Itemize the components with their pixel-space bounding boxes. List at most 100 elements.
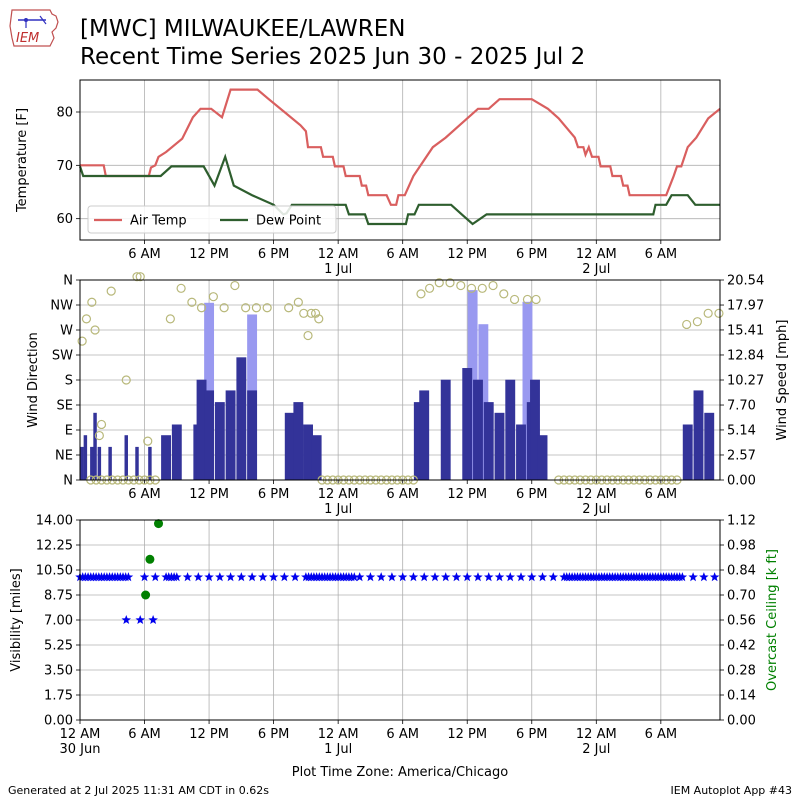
wind-speed-bar bbox=[440, 379, 451, 480]
vis-ytick-label: 12.25 bbox=[36, 539, 73, 554]
wind-dir-point bbox=[143, 436, 153, 446]
wind-gust-bar bbox=[478, 324, 489, 480]
wind-dir-point bbox=[165, 314, 175, 324]
visibility-point bbox=[527, 572, 537, 582]
visibility-point bbox=[123, 572, 134, 582]
wind-dir-point bbox=[230, 280, 240, 291]
wind-speed-bar bbox=[530, 379, 540, 480]
visibility-point bbox=[494, 572, 505, 582]
wind-speed-bar bbox=[124, 435, 128, 480]
visibility-point bbox=[441, 572, 451, 582]
wind-xtick-label: 12 AM 1 Jul bbox=[318, 487, 359, 517]
wind-dir-point bbox=[87, 297, 97, 307]
page-title: [MWC] MILWAUKEE/LAWREN bbox=[80, 16, 406, 42]
wind-xtick-label: 12 AM 2 Jul bbox=[576, 487, 617, 517]
wind-speed-bar bbox=[93, 412, 97, 480]
wind-dir-point bbox=[208, 292, 218, 302]
visibility-point bbox=[688, 572, 698, 582]
visibility-point bbox=[150, 572, 160, 582]
page-subtitle: Recent Time Series 2025 Jun 30 - 2025 Ju… bbox=[80, 44, 586, 70]
visibility-point bbox=[279, 572, 290, 582]
ceiling-ylabel-right: Overcast Ceiling [k ft] bbox=[765, 549, 780, 691]
wind-speed-bar bbox=[303, 424, 313, 480]
vis-xlabel: Plot Time Zone: America/Chicago bbox=[292, 765, 508, 780]
visibility-point bbox=[258, 572, 268, 582]
generated-footer: Generated at 2 Jul 2025 11:31 AM CDT in … bbox=[8, 784, 269, 797]
visibility-point bbox=[387, 572, 397, 582]
visibility-point bbox=[193, 572, 204, 582]
visibility-point bbox=[699, 572, 709, 582]
air-temp-line bbox=[80, 88, 721, 206]
wind-dir-point bbox=[416, 289, 426, 299]
wind-speed-bar bbox=[90, 446, 94, 480]
wind-ytick-right-label: 17.97 bbox=[727, 299, 764, 314]
vis-ytick-label: 1.75 bbox=[44, 689, 73, 704]
visibility-point bbox=[419, 572, 429, 582]
wind-speed-bar bbox=[311, 435, 322, 480]
visibility-point bbox=[247, 572, 257, 582]
visibility-point bbox=[451, 572, 462, 582]
wind-dir-point bbox=[477, 283, 487, 293]
app-footer: IEM Autoplot App #43 bbox=[670, 784, 793, 797]
wind-ylabel-right: Wind Speed [mph] bbox=[775, 320, 790, 441]
temp-xtick-label: 6 PM bbox=[516, 247, 547, 262]
temp-xtick-label: 12 PM bbox=[189, 247, 229, 262]
wind-speed-bar bbox=[505, 379, 516, 480]
wind-dir-point bbox=[499, 289, 509, 299]
visibility-point bbox=[236, 572, 247, 582]
visibility-point bbox=[290, 572, 300, 582]
wind-ytick-label: N bbox=[63, 274, 73, 289]
wind-xtick-label: 6 AM bbox=[645, 487, 678, 502]
wind-dir-point bbox=[466, 283, 477, 293]
visibility-point bbox=[516, 572, 526, 582]
wind-speed-bar bbox=[483, 402, 494, 480]
ceiling-point bbox=[141, 590, 151, 600]
wind-speed-bar bbox=[214, 402, 225, 480]
wind-xtick-label: 6 AM bbox=[386, 487, 419, 502]
wind-dir-point bbox=[445, 278, 455, 288]
wind-gust-bar bbox=[522, 301, 533, 480]
wind-speed-bar bbox=[284, 412, 295, 480]
temp-ytick-label: 60 bbox=[56, 212, 73, 227]
vis-xtick-label: 6 AM bbox=[645, 727, 678, 742]
wind-ytick-label: S bbox=[65, 374, 73, 389]
wind-dir-point bbox=[176, 283, 186, 293]
wind-dir-point bbox=[94, 430, 104, 441]
wind-speed-bar bbox=[161, 435, 171, 480]
temp-ytick-label: 70 bbox=[56, 159, 73, 174]
visibility-point bbox=[430, 572, 440, 582]
visibility-point bbox=[204, 572, 214, 582]
wind-ytick-right-label: 7.70 bbox=[727, 399, 756, 414]
vis-ytick-right-label: 0.14 bbox=[727, 689, 756, 704]
wind-dir-point bbox=[434, 278, 444, 288]
wind-ytick-right-label: 15.41 bbox=[727, 323, 764, 338]
vis-ytick-right-label: 0.56 bbox=[727, 614, 756, 629]
wind-dir-point bbox=[299, 308, 309, 318]
vis-ytick-label: 7.00 bbox=[44, 614, 73, 629]
vis-ytick-right-label: 0.42 bbox=[727, 639, 756, 654]
vis-xtick-label: 12 AM 30 Jun bbox=[60, 727, 101, 757]
wind-xtick-label: 6 PM bbox=[516, 487, 547, 502]
visibility-low-point bbox=[121, 615, 131, 624]
wind-dir-point bbox=[187, 297, 197, 307]
wind-xtick-label: 6 AM bbox=[128, 487, 161, 502]
visibility-point bbox=[473, 572, 483, 582]
iem-logo: IEM bbox=[9, 9, 59, 47]
wind-xtick-label: 12 PM bbox=[189, 487, 229, 502]
wind-speed-bar bbox=[236, 357, 247, 480]
wind-dir-point bbox=[77, 336, 87, 346]
temp-frame bbox=[79, 79, 721, 241]
wind-dir-point bbox=[219, 303, 229, 313]
wind-dir-point bbox=[251, 303, 262, 313]
visibility-point bbox=[182, 572, 193, 582]
visibility-point bbox=[537, 572, 548, 582]
wind-ytick-right-label: 12.84 bbox=[727, 348, 764, 363]
legend-label-dew-point-line: Dew Point bbox=[256, 214, 321, 229]
visibility-low-point bbox=[148, 615, 158, 624]
wind-dir-point bbox=[456, 280, 466, 291]
temp-xtick-label: 6 PM bbox=[258, 247, 289, 262]
wind-dir-point bbox=[303, 330, 313, 341]
logo-text: IEM bbox=[16, 31, 39, 46]
vis-ytick-right-label: 0.98 bbox=[727, 539, 756, 554]
wind-ytick-label: W bbox=[60, 324, 73, 339]
